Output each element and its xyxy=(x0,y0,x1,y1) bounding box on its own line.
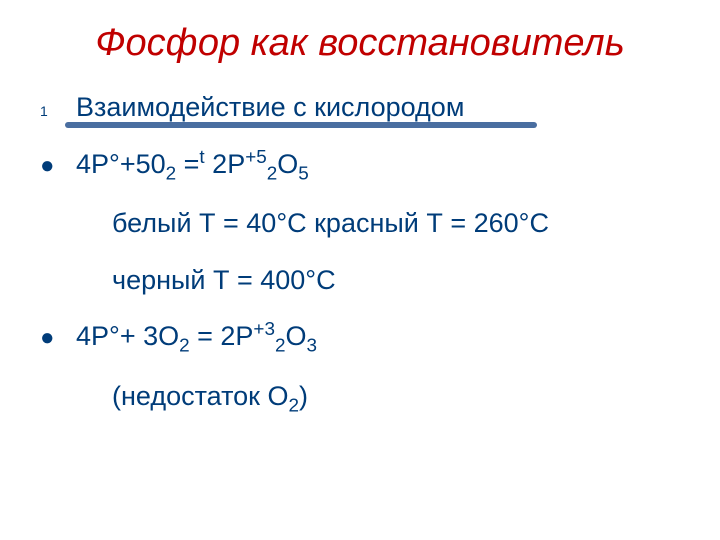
list-row-5: ● 4P°+ 3O2 = 2P+32O3 xyxy=(40,314,720,362)
temperatures-2: черный Т = 400°С xyxy=(112,258,336,303)
list-row-4: черный Т = 400°С xyxy=(40,258,720,303)
list-row-1: 1 Взаимодействие с кислородом xyxy=(40,85,720,130)
list-row-6: (недостаток О2) xyxy=(40,374,720,422)
list-row-3: белый Т = 40°С красный Т = 260°С xyxy=(40,201,720,246)
marker-dot-2: ● xyxy=(40,324,76,352)
slide-title: Фосфор как восстановитель xyxy=(0,0,720,65)
marker-1: 1 xyxy=(40,103,76,119)
equation-2: 4P°+ 3O2 = 2P+32O3 xyxy=(76,314,317,362)
marker-dot-1: ● xyxy=(40,152,76,180)
temperatures-1: белый Т = 40°С красный Т = 260°С xyxy=(112,201,549,246)
content-area: 1 Взаимодействие с кислородом ● 4P°+502 … xyxy=(0,65,720,421)
note-line: (недостаток О2) xyxy=(112,374,308,422)
list-row-2: ● 4P°+502 =t 2P+52O5 xyxy=(40,142,720,190)
text-1: Взаимодействие с кислородом xyxy=(76,85,464,130)
equation-1: 4P°+502 =t 2P+52O5 xyxy=(76,142,309,190)
title-text: Фосфор как восстановитель xyxy=(95,22,624,64)
